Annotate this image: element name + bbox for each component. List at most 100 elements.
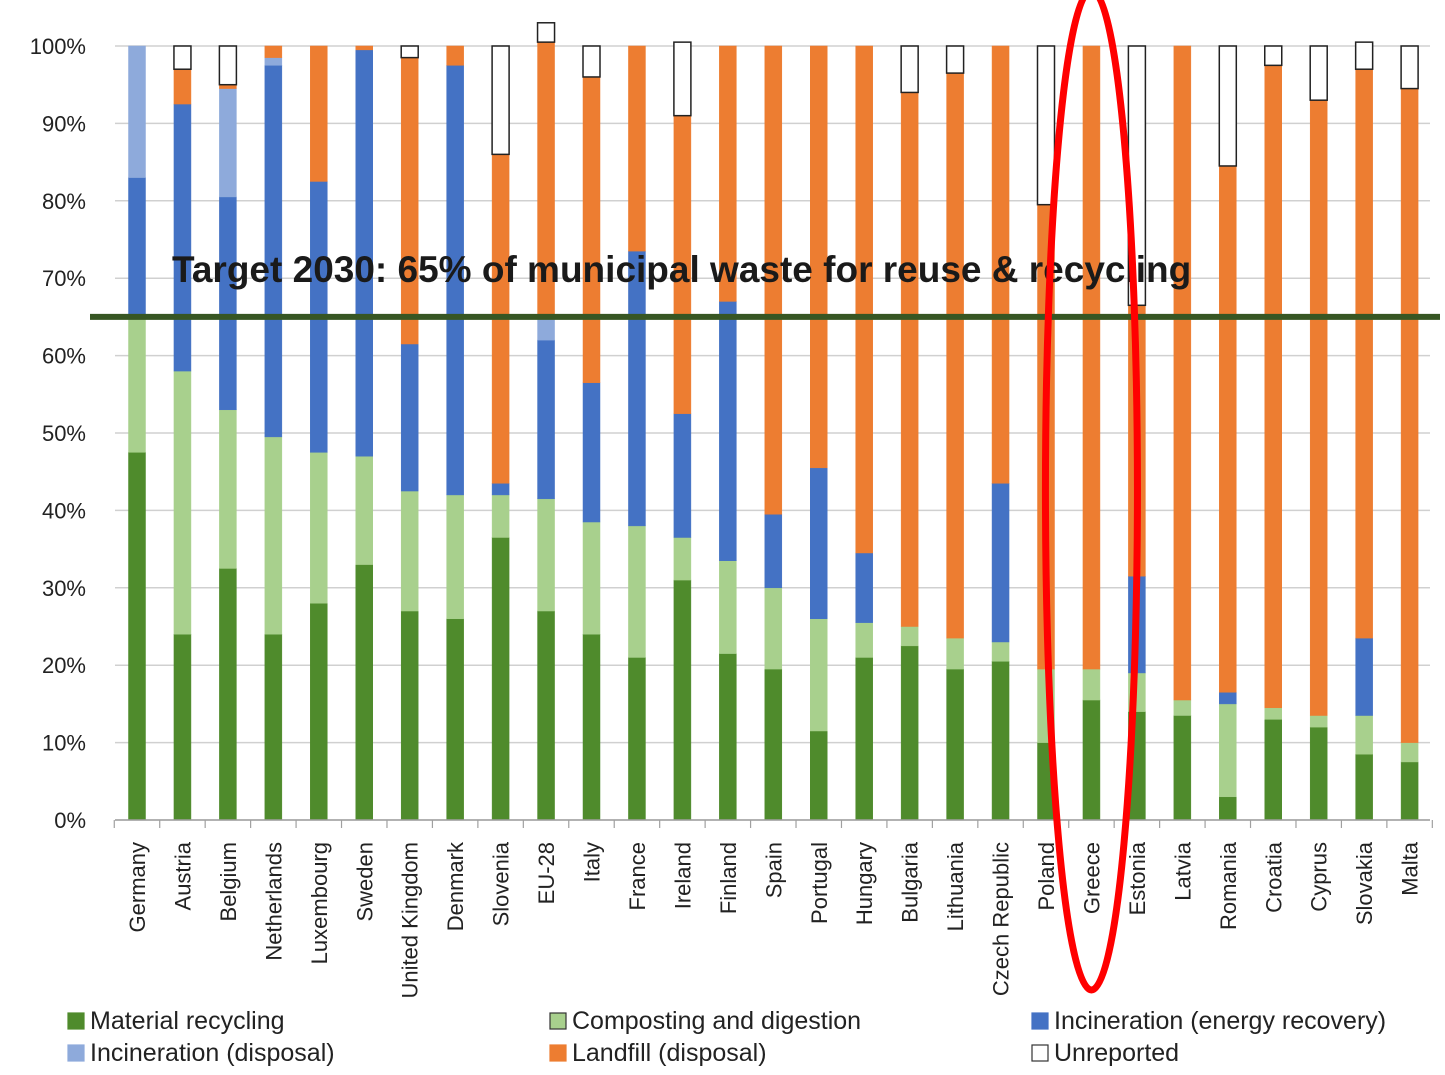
bar-segment [991, 45, 1010, 484]
bar-segment [1355, 715, 1373, 755]
y-tick-label: 50% [42, 421, 86, 446]
bar-segment [991, 661, 1010, 821]
bar-segment [1173, 45, 1192, 701]
bar-segment [400, 343, 419, 492]
bar-segment [991, 483, 1010, 643]
bar-segment [1354, 41, 1374, 70]
bar-segment [128, 452, 146, 821]
target-label: Target 2030: 65% of municipal waste for … [172, 249, 1191, 290]
bar-segment [582, 76, 601, 383]
bar-segment [173, 103, 192, 372]
bar-segment [264, 633, 283, 821]
bar-segment [628, 657, 646, 821]
bar-segment [673, 413, 692, 538]
bar-segment [1036, 45, 1056, 206]
y-tick-label: 10% [42, 731, 86, 756]
bar-segment [536, 22, 556, 43]
bar-segment [537, 498, 555, 612]
bar-segment [310, 45, 328, 182]
bar-segment [1264, 719, 1282, 821]
category-label: Ireland [670, 842, 695, 909]
bar-segment [1218, 45, 1238, 167]
bar-segment [764, 514, 783, 589]
bar-segment [1219, 796, 1237, 821]
y-tick-label: 60% [42, 344, 86, 369]
y-tick-label: 40% [42, 498, 86, 523]
bar-segment [810, 467, 828, 620]
bar-segment [719, 301, 737, 561]
y-tick-label: 100% [30, 34, 86, 59]
bar-segment [855, 552, 873, 623]
bar-segment [764, 587, 783, 670]
bar-segment [446, 618, 464, 821]
category-label: Finland [716, 842, 741, 914]
bar-segment [628, 250, 646, 527]
bars [128, 22, 1419, 821]
bar-segment [1219, 692, 1237, 705]
category-label: Austria [170, 841, 195, 910]
category-label: United Kingdom [398, 842, 423, 999]
bar-segment [855, 45, 873, 554]
y-tick-label: 90% [42, 111, 86, 136]
bar-segment [810, 730, 828, 821]
legend-label: Material recycling [90, 1007, 285, 1035]
bar-segment [1309, 45, 1328, 101]
highlight-ellipse [1041, 0, 1141, 994]
bar-segment [1219, 165, 1237, 693]
bar-segment [400, 45, 419, 59]
bar-segment [219, 196, 237, 411]
bar-segment [1309, 715, 1328, 728]
bar-segment [1400, 742, 1419, 763]
bar-segment [764, 45, 783, 515]
legend-swatch [67, 1012, 85, 1030]
bar-segment [1355, 637, 1373, 716]
bar-segment [946, 637, 964, 670]
y-tick-label: 30% [42, 576, 86, 601]
category-label: Netherlands [261, 842, 286, 961]
bar-segment [1082, 668, 1101, 701]
bar-segment [264, 45, 283, 58]
y-tick-label: 20% [42, 653, 86, 678]
bar-segment [537, 316, 555, 341]
bar-segment [446, 494, 464, 620]
bar-segment [582, 45, 601, 78]
bar-segment [719, 560, 737, 654]
category-label: France [625, 842, 650, 910]
legend: Material recycling Composting and digesti… [67, 1007, 1386, 1067]
bar-segment [628, 525, 646, 658]
bar-segment [900, 92, 919, 627]
bar-segment [173, 370, 192, 635]
bar-segment [1400, 88, 1419, 743]
legend-label: Unreported [1054, 1039, 1179, 1067]
highlight-ellipse [1041, 0, 1141, 994]
category-label: Lithuania [943, 841, 968, 931]
bar-segment [1309, 726, 1328, 821]
category-label: Malta [1398, 841, 1423, 896]
bar-segment [1173, 715, 1192, 821]
bar-segment [173, 68, 192, 105]
bar-segment [128, 45, 146, 178]
bar-segment [1264, 707, 1282, 720]
bar-segment [1400, 45, 1419, 90]
bar-segment [1219, 703, 1237, 798]
category-label: Hungary [852, 842, 877, 925]
bar-segment [628, 45, 646, 252]
bar-segment [855, 657, 873, 821]
y-tick-label: 70% [42, 266, 86, 291]
bar-segment [219, 88, 237, 198]
bar-segment [719, 45, 737, 302]
bar-segment [1309, 99, 1328, 716]
bar-segment [400, 490, 419, 612]
legend-label: Landfill (disposal) [572, 1039, 767, 1067]
bar-segment [810, 618, 828, 732]
legend-swatch [549, 1044, 567, 1062]
bar-segment [400, 57, 419, 345]
bar-segment [1173, 699, 1192, 716]
bar-segment [537, 610, 555, 821]
bar-segment [491, 494, 510, 538]
bar-segment [1264, 45, 1283, 67]
category-label: Poland [1034, 842, 1059, 911]
category-label: Greece [1079, 842, 1104, 914]
category-label: Germany [125, 842, 150, 932]
bar-segment [1082, 699, 1101, 821]
